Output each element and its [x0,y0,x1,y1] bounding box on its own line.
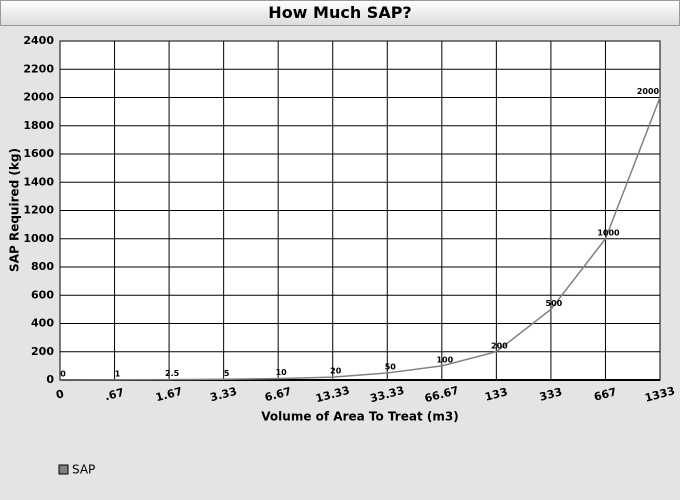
x-tick-label: 66.67 [423,384,460,406]
y-tick-label: 0 [46,373,54,386]
y-tick-label: 2000 [23,91,54,104]
y-tick-label: 1800 [23,119,54,132]
chart-title: How Much SAP? [0,0,680,26]
data-label: 10 [276,368,288,377]
x-tick-label: 3.33 [209,385,239,405]
x-tick-label: 667 [593,385,619,404]
legend-swatch [58,464,69,475]
y-axis-title: SAP Required (kg) [8,148,22,272]
data-label: 1000 [597,228,620,237]
x-tick-label: 1.67 [154,385,184,405]
data-label: 50 [385,362,397,371]
x-tick-label: 33.33 [369,384,406,406]
data-label: 5 [224,369,230,378]
x-tick-label: 0 [54,387,65,402]
data-label: 20 [330,367,342,376]
y-tick-label: 200 [31,345,54,358]
x-tick-label: 133 [483,385,509,404]
data-label: 100 [436,355,453,364]
y-tick-label: 1000 [23,232,54,245]
x-tick-label: 13.33 [314,384,351,406]
data-label: 2.5 [165,369,180,378]
y-tick-label: 600 [31,288,54,301]
series-line [59,97,661,381]
y-tick-label: 1400 [23,175,54,188]
data-label: 2000 [637,87,660,96]
data-label: 0 [60,370,66,379]
y-tick-label: 800 [31,260,54,273]
legend-label: SAP [72,463,95,477]
y-tick-label: 2400 [23,34,54,47]
x-tick-label: 1333 [643,384,676,404]
x-tick-label: .67 [103,386,125,404]
y-tick-label: 400 [31,317,54,330]
y-tick-label: 1200 [23,204,54,217]
x-axis-title: Volume of Area To Treat (m3) [261,410,458,424]
x-tick-label: 6.67 [263,385,293,405]
data-label: 200 [491,341,508,350]
x-tick-label: 333 [538,385,564,404]
y-tick-label: 2200 [23,62,54,75]
data-label: 500 [546,299,563,308]
y-tick-label: 1600 [23,147,54,160]
data-label: 1 [115,369,121,378]
